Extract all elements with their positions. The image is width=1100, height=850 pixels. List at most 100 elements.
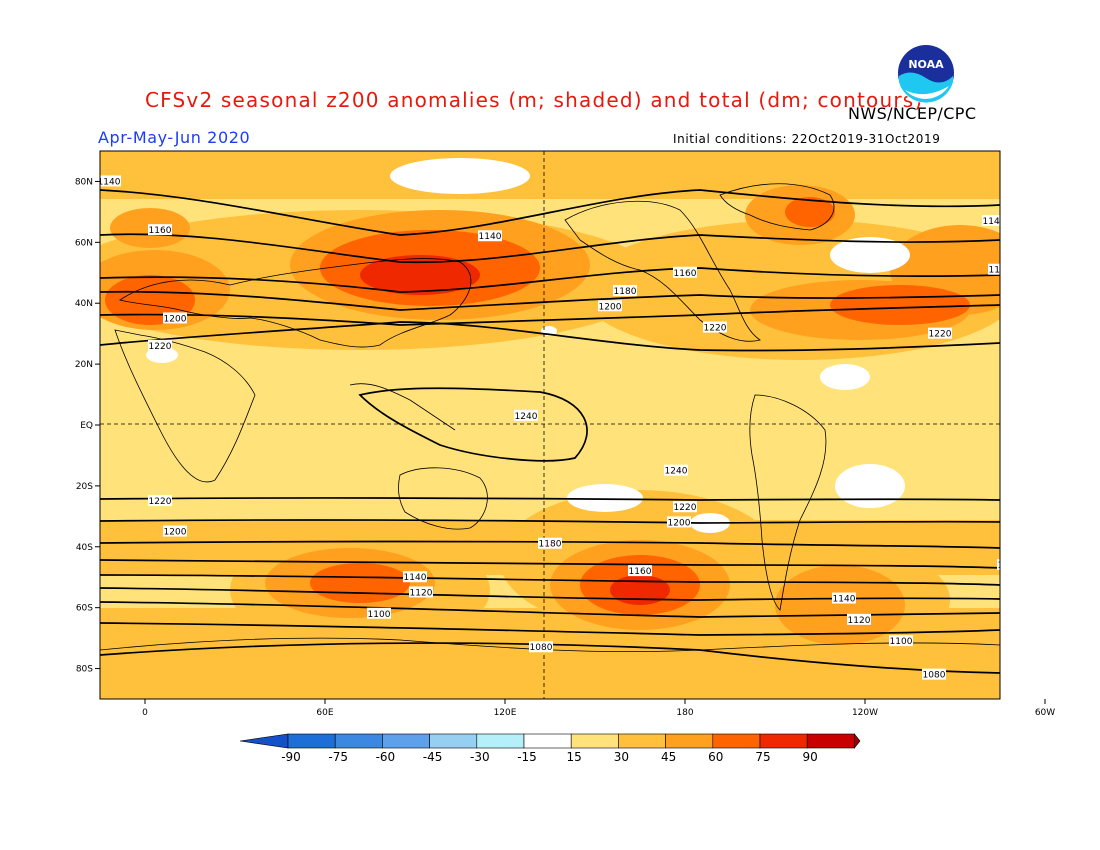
colorbar-label: 30 — [614, 750, 629, 764]
colorbar-high-arrow — [854, 733, 861, 749]
agency-label: NWS/NCEP/CPC — [848, 104, 977, 123]
lat-tick-label: 60N — [75, 238, 93, 248]
contour-label-text: 1220 — [1034, 500, 1057, 510]
contour-label: 1140 — [832, 592, 856, 605]
contour-label-text: 1120 — [410, 588, 433, 598]
colorbar-legend: -90 -75 -60 -45 -30 -15 15 30 45 60 75 90 — [239, 733, 861, 764]
colorbar-swatch — [618, 733, 666, 749]
contour-label: 1160 — [148, 224, 172, 236]
contour-label-text: 1200 — [1058, 525, 1081, 535]
contour-label: 1220 — [673, 501, 697, 513]
lat-tick-label: EQ — [80, 421, 93, 431]
contour-label-text: 1200 — [164, 528, 187, 538]
colorbar-swatch — [287, 733, 336, 749]
lon-tick-label: 60E — [316, 708, 333, 718]
contour-label-text: 1160 — [629, 567, 652, 577]
colorbar-label: 60 — [708, 750, 723, 764]
contour-label: 1220 — [928, 327, 952, 340]
contour-label: 1220 — [148, 495, 172, 507]
contour-label: 1220 — [703, 321, 727, 334]
reference-lines — [100, 151, 1000, 699]
colorbar-label: -60 — [376, 750, 396, 764]
colorbar-label: 75 — [755, 750, 770, 764]
colorbar-swatch — [429, 733, 478, 749]
contour-label-text: 1080 — [530, 643, 553, 653]
contour-label: 1140 — [403, 571, 427, 583]
noaa-logo: NOAA — [896, 43, 956, 103]
contour-label: 1200 — [163, 525, 187, 538]
colorbar-swatch — [759, 733, 808, 749]
colorbar-low-arrow — [239, 733, 289, 749]
contour-label: 1180 — [613, 285, 637, 297]
contour-label-layer: 1140 1160 1140 1140 1160 1160 1180 1180 1180 1200… — [98, 175, 1081, 681]
chart-title: CFSv2 seasonal z200 anomalies (m; shaded… — [145, 88, 924, 112]
colorbar-swatch — [806, 733, 855, 749]
map-canvas: 1140 1160 1140 1140 1160 1160 1180 1180 1180 1200… — [98, 151, 1081, 699]
season-subtitle: Apr-May-Jun 2020 — [98, 128, 251, 147]
contour-label: 1120 — [847, 613, 871, 626]
colorbar-swatch — [712, 733, 761, 749]
contour-label: 1200 — [1003, 303, 1027, 315]
contour-label-text: 1160 — [998, 561, 1021, 571]
lat-tick-label: 80N — [75, 177, 93, 187]
contour-label-text: 1240 — [515, 412, 538, 422]
colorbar-label: 90 — [803, 750, 818, 764]
lon-tick-label: 120W — [852, 708, 878, 718]
contour-label: 1140 — [478, 230, 502, 242]
colorbar-label: -45 — [423, 750, 443, 764]
anomaly-band-75-90 — [360, 255, 670, 605]
colorbar-label: 15 — [567, 750, 582, 764]
contour-label: 1240 — [664, 464, 688, 477]
contour-label-text: 1180 — [539, 540, 562, 550]
anomaly-band-near-zero — [146, 158, 910, 533]
contour-label-text: 1220 — [149, 497, 172, 507]
contour-label-text: 1100 — [890, 637, 913, 647]
colorbar-swatch — [476, 733, 525, 749]
colorbar-label: -90 — [281, 750, 301, 764]
contour-label-text: 1140 — [833, 595, 856, 605]
contour-label: 1100 — [889, 635, 913, 647]
contour-label: 1140 — [982, 215, 1006, 227]
contour-label: 1200 — [667, 516, 691, 528]
axis-ticks: 060E120E180120W60W080N60N40N20NEQ20S40S6… — [75, 177, 1055, 718]
contour-label-text: 1200 — [668, 518, 691, 528]
contour-label-text: 1160 — [149, 226, 172, 236]
contour-label-text: 1100 — [368, 610, 391, 620]
lon-tick-label: 60W — [1035, 708, 1055, 718]
contour-label: 1200 — [163, 312, 187, 324]
contour-label: 1200 — [1057, 523, 1081, 535]
contour-label-text: 1140 — [404, 573, 427, 583]
contour-label-text: 1140 — [98, 177, 121, 187]
contour-label: 1120 — [409, 586, 433, 598]
contour-label-text: 1140 — [983, 217, 1006, 227]
contour-label: 1160 — [628, 565, 652, 577]
contour-label-text: 1140 — [479, 232, 502, 242]
contour-label-text: 1120 — [848, 616, 871, 626]
contour-label-text: 1220 — [704, 324, 727, 334]
lat-tick-label: 60S — [76, 604, 93, 614]
contour-label: 1080 — [922, 668, 946, 681]
colorbar-label: -75 — [328, 750, 348, 764]
height-contours — [100, 189, 1000, 674]
contour-label-text: 1220 — [149, 342, 172, 352]
contour-label: 1160 — [673, 266, 697, 279]
colorbar-swatch — [523, 733, 572, 749]
contour-label: 1220 — [1033, 498, 1057, 510]
noaa-logo-text: NOAA — [908, 58, 944, 71]
contour-label-text: 1180 — [614, 287, 637, 297]
contour-label-text: 1220 — [929, 330, 952, 340]
contour-label: 1080 — [529, 641, 553, 653]
colorbar-label: 45 — [661, 750, 676, 764]
colorbar-swatch — [334, 733, 383, 749]
contour-label-text: 1160 — [989, 266, 1012, 276]
colorbar-label: -30 — [470, 750, 490, 764]
contour-label: 1240 — [514, 409, 538, 422]
contour-label: 1100 — [367, 607, 391, 620]
lat-tick-label: 40S — [76, 543, 93, 553]
contour-label-text: 1200 — [1004, 305, 1027, 315]
contour-label: 1160 — [988, 263, 1012, 276]
contour-label-text: 1220 — [674, 503, 697, 513]
colorbar-label: -15 — [517, 750, 537, 764]
contour-label: 1180 — [538, 537, 562, 550]
